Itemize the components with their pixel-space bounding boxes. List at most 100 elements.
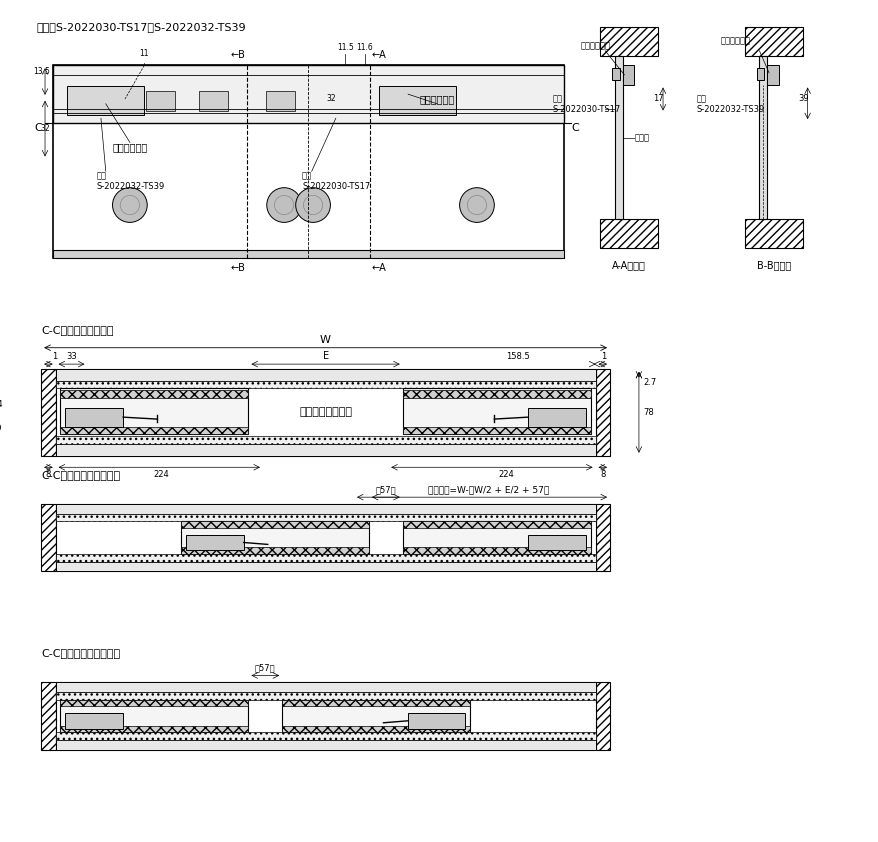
Text: 49: 49: [0, 424, 3, 434]
Bar: [528, 408, 586, 427]
Bar: [266, 91, 295, 110]
Text: ダンパー本体: ダンパー本体: [112, 142, 148, 152]
Bar: [181, 521, 369, 554]
Bar: [282, 700, 470, 706]
Bar: [611, 68, 619, 80]
Bar: [146, 91, 175, 110]
Text: ←B: ←B: [230, 51, 245, 61]
Bar: [622, 65, 633, 84]
Text: （57）: （57）: [255, 663, 276, 673]
Bar: [55, 381, 595, 388]
Bar: [55, 692, 595, 700]
Bar: [282, 726, 470, 733]
Bar: [595, 504, 609, 572]
Bar: [745, 220, 802, 248]
Bar: [185, 535, 243, 550]
Text: 224: 224: [154, 470, 169, 479]
Bar: [61, 726, 248, 733]
Text: 11.6: 11.6: [356, 43, 372, 51]
Text: 224: 224: [498, 470, 514, 479]
Text: 74: 74: [0, 400, 3, 409]
Bar: [600, 220, 658, 248]
Bar: [745, 27, 802, 56]
Text: 17: 17: [652, 94, 663, 104]
Bar: [55, 682, 595, 749]
Text: 11.5: 11.5: [336, 43, 354, 51]
Circle shape: [295, 188, 330, 222]
Bar: [756, 68, 763, 80]
Bar: [65, 408, 123, 427]
Text: 78: 78: [643, 408, 654, 417]
Bar: [528, 535, 586, 550]
Text: 8: 8: [45, 470, 51, 479]
Bar: [378, 87, 456, 115]
Text: 受座
S-2022030-TS17: 受座 S-2022030-TS17: [551, 94, 620, 114]
Text: 39: 39: [797, 94, 808, 104]
Bar: [55, 369, 595, 381]
Bar: [282, 700, 470, 733]
Bar: [55, 369, 595, 456]
Text: E: E: [322, 351, 328, 361]
Bar: [65, 713, 123, 728]
Text: C-C断面図（右扉開時）: C-C断面図（右扉開時）: [41, 648, 120, 658]
Text: キャビネット内側: キャビネット内側: [299, 408, 352, 418]
Text: 開口寸法=W-（W/2 + E/2 + 57）: 開口寸法=W-（W/2 + E/2 + 57）: [428, 485, 549, 494]
Text: 13.5: 13.5: [33, 67, 50, 77]
Text: 受座
S-2022032-TS39: 受座 S-2022032-TS39: [96, 171, 164, 190]
Text: C: C: [571, 123, 579, 133]
Text: 受座
S-2022030-TS17: 受座 S-2022030-TS17: [302, 171, 370, 190]
Text: C: C: [34, 123, 42, 133]
Bar: [407, 713, 464, 728]
Bar: [595, 682, 609, 749]
Text: B-B断面図: B-B断面図: [756, 260, 790, 270]
Text: ←A: ←A: [371, 51, 385, 61]
Text: C-C断面図（左扉開時）: C-C断面図（左扉開時）: [41, 470, 120, 480]
Bar: [181, 521, 369, 528]
Bar: [759, 56, 766, 220]
Bar: [41, 504, 55, 572]
Text: W: W: [320, 335, 331, 345]
Circle shape: [459, 188, 493, 222]
Text: 1: 1: [600, 352, 605, 361]
Bar: [55, 504, 595, 572]
Bar: [402, 427, 590, 434]
Bar: [402, 390, 590, 398]
Text: 8: 8: [600, 470, 605, 479]
Bar: [41, 682, 55, 749]
Text: C-C断面図（扉閉時）: C-C断面図（扉閉時）: [41, 325, 113, 335]
Text: ダンパー本体: ダンパー本体: [580, 41, 610, 51]
Bar: [61, 390, 248, 398]
Bar: [61, 700, 248, 706]
Bar: [53, 65, 563, 123]
Bar: [41, 369, 55, 456]
Text: 33: 33: [67, 352, 77, 361]
Bar: [55, 514, 595, 521]
Bar: [766, 65, 778, 84]
Bar: [53, 250, 563, 258]
Text: ←A: ←A: [371, 263, 385, 273]
Circle shape: [266, 188, 301, 222]
Bar: [55, 504, 595, 514]
Text: 扉前面: 扉前面: [633, 133, 648, 142]
Text: 受座：S-2022030-TS17、S-2022032-TS39: 受座：S-2022030-TS17、S-2022032-TS39: [36, 22, 246, 32]
Circle shape: [112, 188, 147, 222]
Text: 受座
S-2022032-TS39: 受座 S-2022032-TS39: [696, 94, 764, 114]
Bar: [53, 65, 563, 258]
Text: 2.7: 2.7: [643, 378, 656, 387]
Bar: [198, 91, 227, 110]
Bar: [67, 87, 144, 115]
Bar: [402, 521, 590, 554]
Bar: [55, 682, 595, 692]
Text: （57）: （57）: [375, 485, 396, 494]
Bar: [61, 427, 248, 434]
Bar: [402, 388, 590, 434]
Bar: [181, 547, 369, 554]
Text: 32: 32: [40, 124, 50, 133]
Bar: [55, 436, 595, 444]
Text: 32: 32: [326, 94, 335, 104]
Bar: [55, 733, 595, 740]
Bar: [595, 369, 609, 456]
Bar: [55, 444, 595, 456]
Bar: [61, 700, 248, 733]
Bar: [402, 547, 590, 554]
